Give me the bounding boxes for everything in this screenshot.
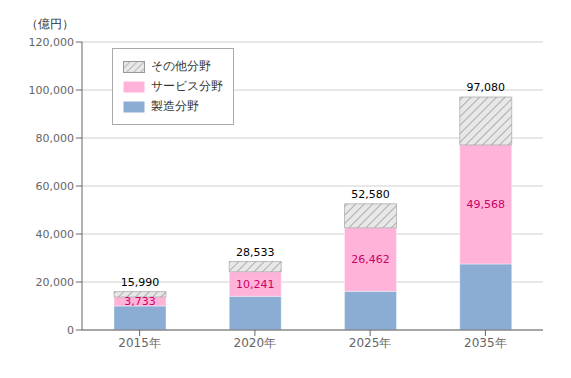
svg-text:3,733: 3,733 (124, 295, 156, 308)
svg-text:（億円）: （億円） (26, 17, 74, 31)
svg-text:120,000: 120,000 (29, 36, 75, 49)
html-text:その他分野: その他分野 (151, 59, 211, 73)
svg-text:40,000: 40,000 (36, 228, 75, 241)
svg-text:2015年: 2015年 (118, 336, 161, 350)
svg-text:2020年: 2020年 (234, 336, 277, 350)
svg-text:80,000: 80,000 (36, 132, 75, 145)
svg-text:10,241: 10,241 (236, 278, 275, 291)
svg-text:20,000: 20,000 (36, 276, 75, 289)
svg-text:0: 0 (67, 324, 74, 337)
svg-text:60,000: 60,000 (36, 180, 75, 193)
svg-text:49,568: 49,568 (467, 198, 506, 211)
svg-text:97,080: 97,080 (467, 81, 506, 94)
html-text:製造分野: 製造分野 (151, 99, 199, 113)
svg-text:100,000: 100,000 (29, 84, 75, 97)
svg-text:2035年: 2035年 (464, 336, 507, 350)
svg-text:2025年: 2025年 (349, 336, 392, 350)
svg-text:52,580: 52,580 (351, 188, 390, 201)
svg-text:15,990: 15,990 (121, 276, 160, 289)
svg-text:28,533: 28,533 (236, 246, 275, 259)
svg-text:26,462: 26,462 (351, 253, 390, 266)
html-text:サービス分野: サービス分野 (151, 79, 223, 93)
